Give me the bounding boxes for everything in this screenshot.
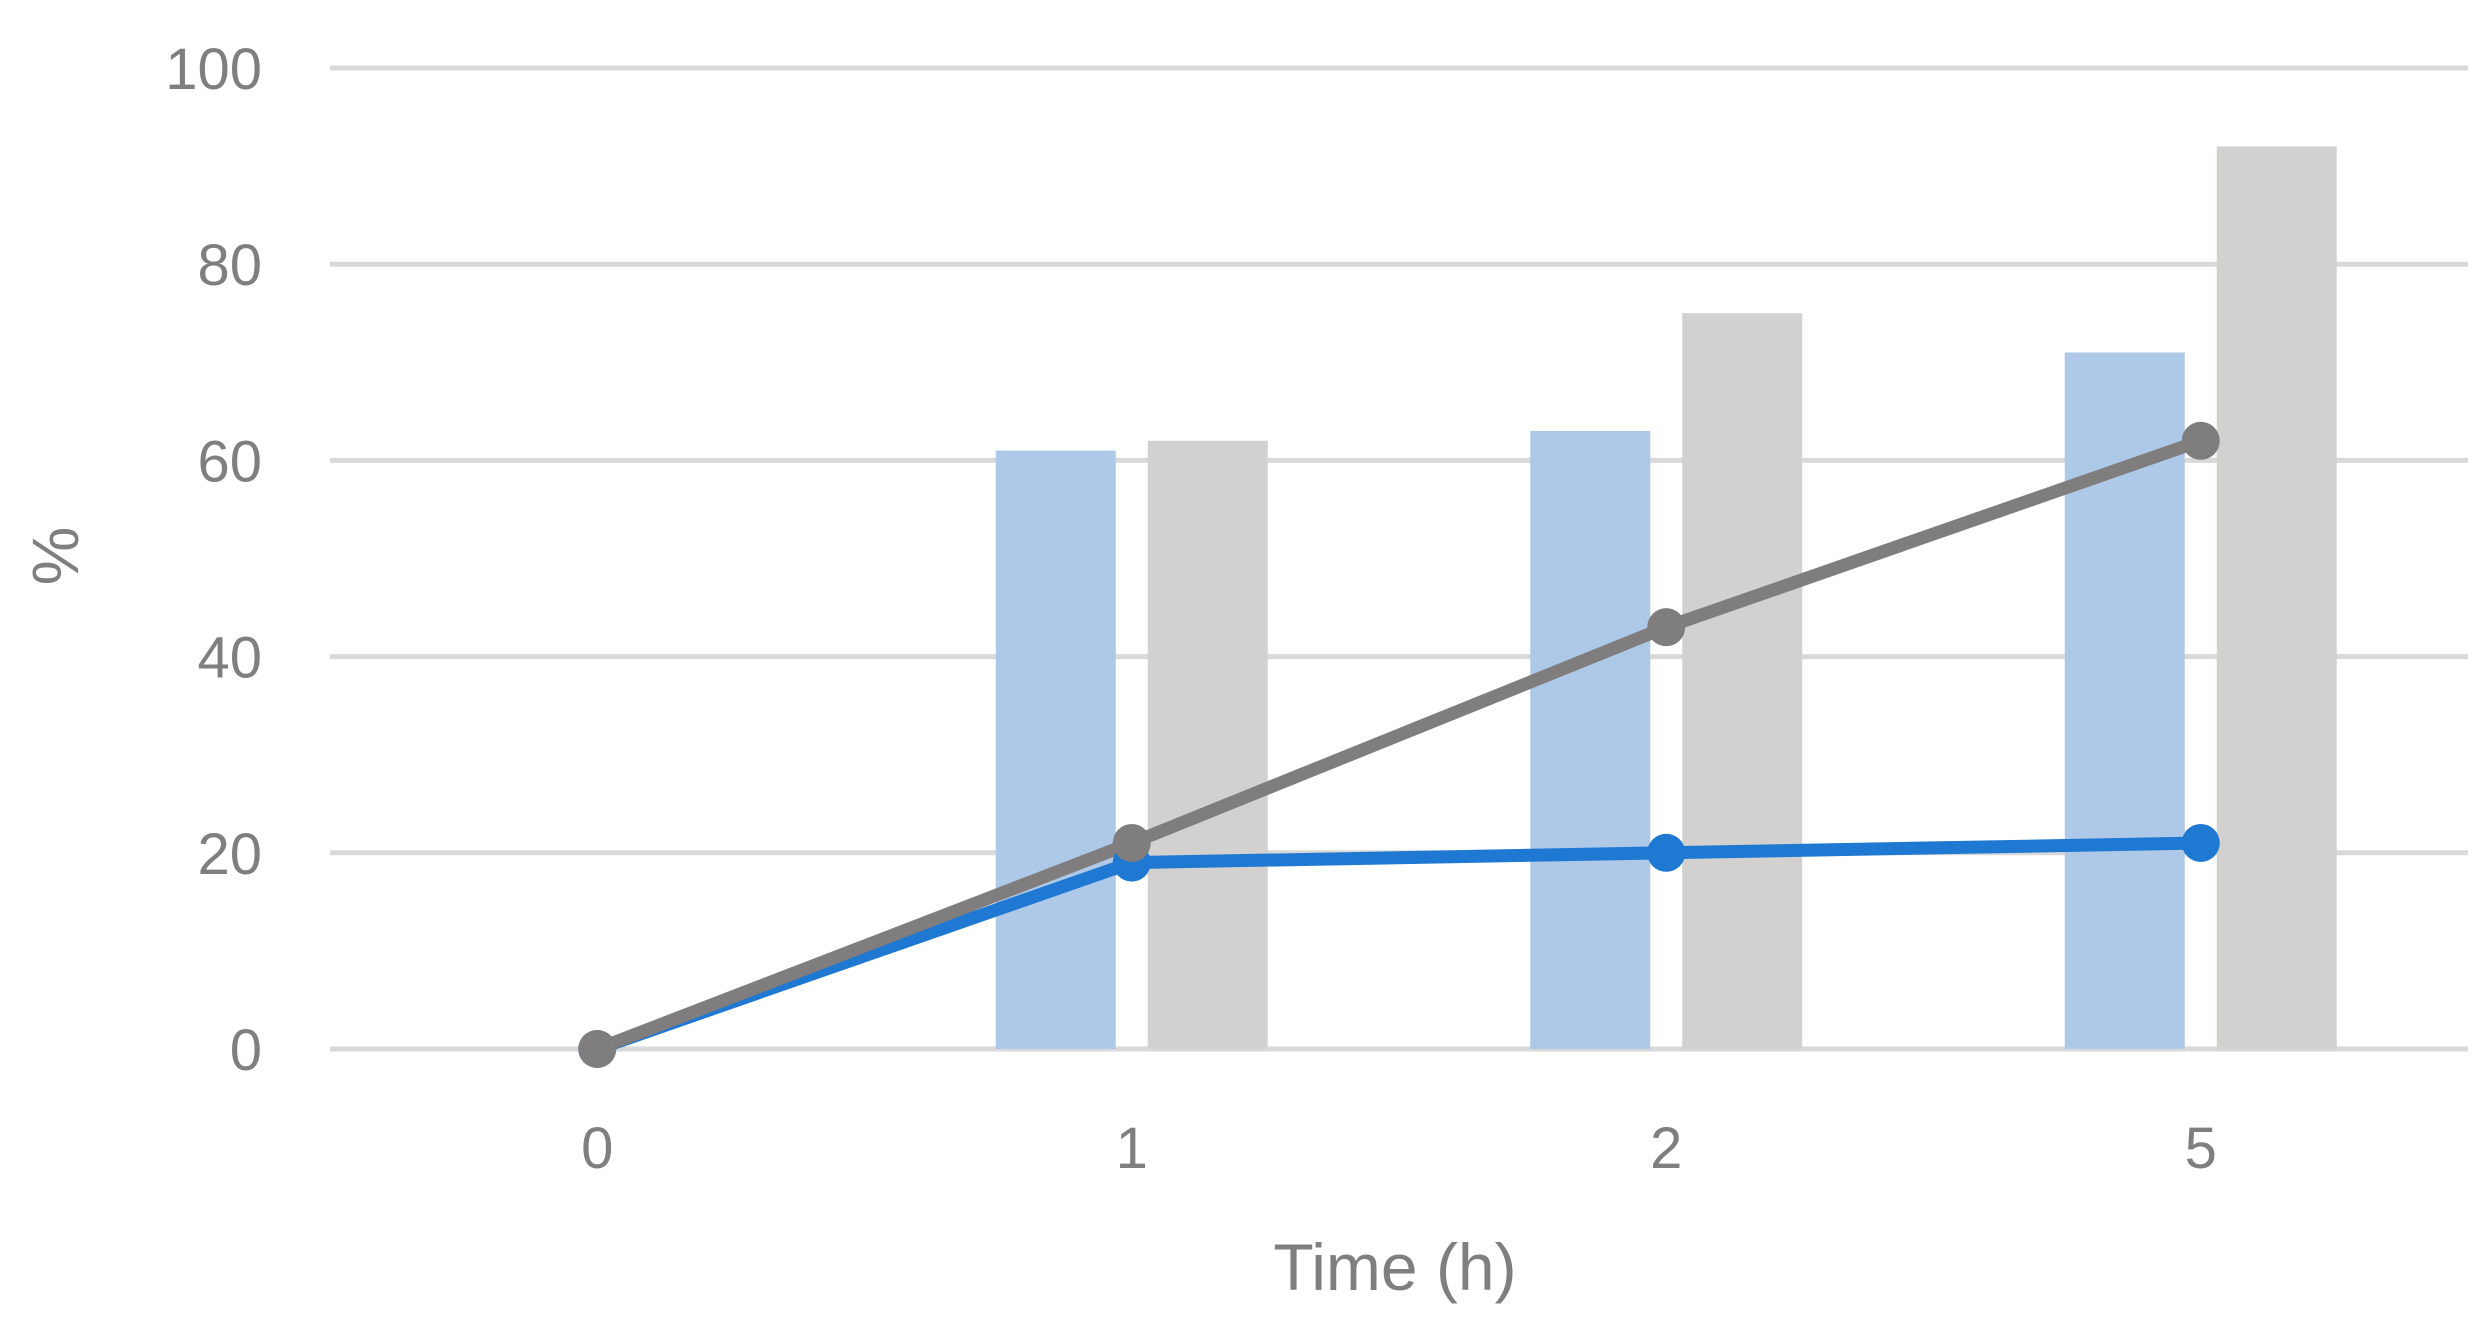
x-tick-label: 0 [581,1116,613,1181]
y-tick-label: 80 [197,233,262,298]
bars [995,146,2337,1050]
y-tick-labels: 0 20 40 60 80 100 [165,37,262,1083]
x-tick-labels: 0 1 2 5 [581,1116,2217,1181]
bar-series-2-cat-1 [1147,440,1268,1049]
point-series-2-cat-0 [578,1030,617,1068]
x-axis-title: Time (h) [1273,1230,1516,1304]
points [578,421,2220,1068]
line-series-2 [590,434,2208,1056]
lines [590,434,2208,1056]
y-tick-label: 60 [197,429,262,494]
x-tick-label: 2 [1650,1116,1682,1181]
y-tick-label: 0 [230,1018,262,1083]
bar-series-1-cat-2 [1530,430,1651,1050]
line-series-1 [590,836,2208,1056]
point-series-2-cat-1 [1112,823,1151,862]
bar-series-2-cat-5 [2216,146,2337,1050]
x-tick-label: 5 [2185,1116,2217,1181]
bar-series-2-cat-2 [1682,313,1803,1049]
bar-series-1-cat-1 [995,450,1116,1050]
point-series-1-cat-5 [2181,823,2220,862]
y-tick-label: 100 [165,37,262,102]
point-series-1-cat-2 [1647,833,1686,872]
point-series-2-cat-5 [2181,421,2220,460]
y-tick-label: 20 [197,822,262,887]
y-axis-title: % [18,527,92,586]
y-tick-label: 40 [197,626,262,691]
point-series-2-cat-2 [1647,608,1686,647]
x-tick-label: 1 [1116,1116,1148,1181]
